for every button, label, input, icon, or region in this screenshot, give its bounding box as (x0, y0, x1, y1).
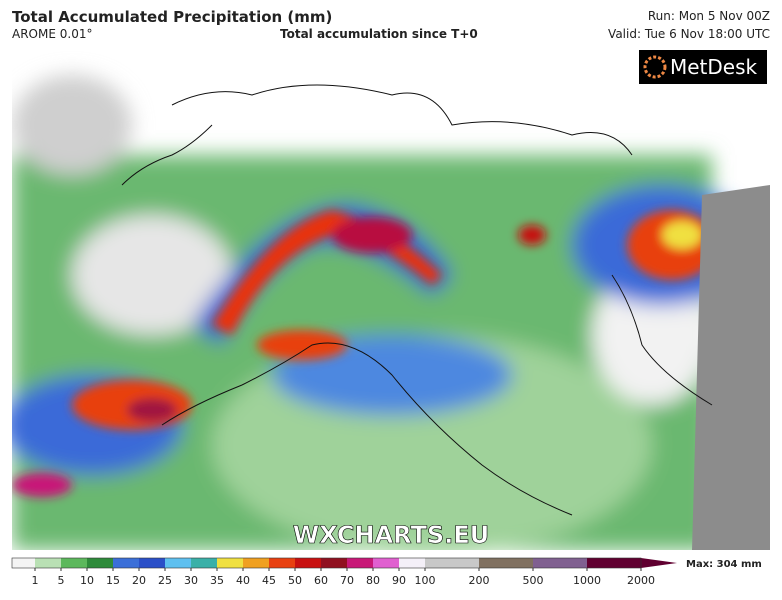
colorbar-label: 100 (415, 574, 436, 587)
map: MetDesk WXCHARTS.EU (12, 45, 770, 550)
colorbar-segment (61, 558, 87, 568)
colorbar-label: 10 (80, 574, 94, 587)
colorbar-label: 500 (523, 574, 544, 587)
colorbar-segment (425, 558, 479, 568)
colorbar-segment (399, 558, 425, 568)
colorbar-label: 15 (106, 574, 120, 587)
colorbar: 1 5 10 15 20 25 30 35 40 45 50 60 70 80 90 100 200 500 100… (11, 557, 762, 587)
colorbar-segment (87, 558, 113, 568)
logo: MetDesk (670, 55, 758, 79)
colorbar-frame (11, 557, 642, 569)
colorbar-arrow (641, 558, 677, 568)
colorbar-label: 30 (184, 574, 198, 587)
colorbar-segment (295, 558, 321, 568)
watermark: WXCHARTS.EU (293, 521, 489, 549)
colorbar-segment (217, 558, 243, 568)
colorbar-label: 50 (288, 574, 302, 587)
colorbar-segment (165, 558, 191, 568)
colorbar-label: 5 (58, 574, 65, 587)
colorbar-segment (373, 558, 399, 568)
colorbar-segment (139, 558, 165, 568)
colorbar-segment (321, 558, 347, 568)
colorbar-segment (479, 558, 533, 568)
colorbar-segment (191, 558, 217, 568)
colorbar-segment (347, 558, 373, 568)
colorbar-label: 1 (32, 574, 39, 587)
colorbar-segment (533, 558, 587, 568)
colorbar-label: 70 (340, 574, 354, 587)
colorbar-label: 35 (210, 574, 224, 587)
colorbar-label: 80 (366, 574, 380, 587)
colorbar-segment (269, 558, 295, 568)
colorbar-label: 25 (158, 574, 172, 587)
colorbar-segment (587, 558, 641, 568)
colorbar-label: 90 (392, 574, 406, 587)
colorbar-label: 2000 (627, 574, 655, 587)
subtitle: Total accumulation since T+0 (280, 27, 478, 41)
colorbar-label: 20 (132, 574, 146, 587)
valid: Valid: Tue 6 Nov 18:00 UTC (608, 27, 770, 41)
colorbar-label: 40 (236, 574, 250, 587)
model: AROME 0.01° (12, 27, 93, 41)
colorbar-label: 1000 (573, 574, 601, 587)
colorbar-label: 45 (262, 574, 276, 587)
colorbar-segment (113, 558, 139, 568)
colorbar-label: 60 (314, 574, 328, 587)
run: Run: Mon 5 Nov 00Z (647, 9, 770, 23)
title: Total Accumulated Precipitation (mm) (12, 8, 333, 26)
colorbar-segment (12, 558, 35, 568)
colorbar-segment (243, 558, 269, 568)
colorbar-segment (35, 558, 61, 568)
max-label: Max: 304 mm (686, 559, 762, 570)
colorbar-label: 200 (469, 574, 490, 587)
